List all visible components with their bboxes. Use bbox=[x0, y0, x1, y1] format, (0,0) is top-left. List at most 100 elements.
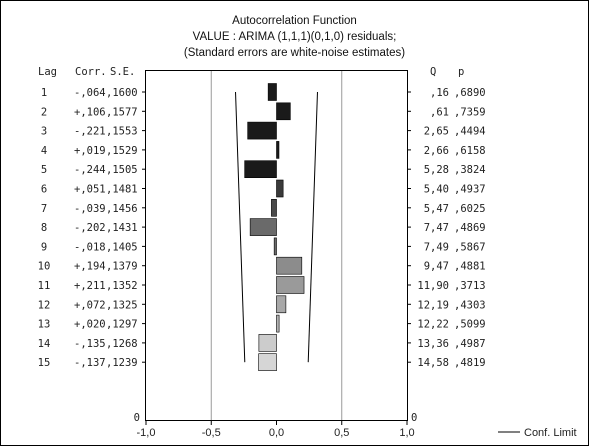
corr-label: -,137 bbox=[74, 357, 106, 369]
corr-label: +,106 bbox=[74, 106, 106, 118]
corr-column-header: Corr. bbox=[75, 66, 107, 78]
gridlines bbox=[210, 71, 343, 421]
p-label: ,4987 bbox=[454, 338, 486, 350]
se-column-header: S.E. bbox=[110, 66, 135, 78]
lag-label: 7 bbox=[41, 203, 47, 215]
lag-column-header: Lag bbox=[38, 66, 57, 78]
q-label: 13,36 bbox=[417, 338, 449, 350]
acf-bar-lag-6 bbox=[276, 179, 284, 198]
se-label: ,1529 bbox=[106, 145, 138, 157]
p-label: ,4494 bbox=[454, 126, 486, 138]
acf-bar-lag-15 bbox=[258, 353, 277, 372]
zero-row-left-label: 0 bbox=[134, 412, 140, 424]
acf-bar-lag-2 bbox=[276, 102, 291, 121]
x-tick-label: 1,0 bbox=[399, 427, 414, 439]
conf-limit-upper bbox=[307, 91, 318, 363]
se-label: ,1297 bbox=[106, 319, 138, 331]
se-label: ,1600 bbox=[106, 87, 138, 99]
q-label: 2,65 bbox=[424, 126, 449, 138]
lag-label: 12 bbox=[38, 299, 51, 311]
lag-label: 10 bbox=[38, 261, 51, 273]
p-label: ,4819 bbox=[454, 357, 486, 369]
acf-bar-lag-14 bbox=[258, 334, 277, 352]
lag-label: 13 bbox=[38, 319, 51, 331]
q-label: 14,58 bbox=[417, 357, 449, 369]
acf-bar-lag-13 bbox=[276, 314, 280, 333]
acf-bars bbox=[244, 83, 305, 372]
q-label: 12,22 bbox=[417, 319, 449, 331]
acf-bar-lag-3 bbox=[247, 121, 277, 140]
conf-limit-lower bbox=[235, 91, 246, 363]
p-label: ,4869 bbox=[454, 222, 486, 234]
p-label: ,4937 bbox=[454, 184, 486, 196]
se-label: ,1431 bbox=[106, 222, 138, 234]
q-column-header: Q bbox=[430, 66, 436, 78]
x-tick-label: 0,5 bbox=[334, 427, 349, 439]
p-label: ,7359 bbox=[454, 106, 486, 118]
corr-label: -,202 bbox=[74, 222, 106, 234]
lag-label: 5 bbox=[41, 164, 47, 176]
p-label: ,3824 bbox=[454, 164, 486, 176]
corr-label: -,221 bbox=[74, 126, 106, 138]
x-tick-label: 0,0 bbox=[269, 427, 284, 439]
corr-label: -,244 bbox=[74, 164, 106, 176]
p-label: ,4881 bbox=[454, 261, 486, 273]
q-label: ,61 bbox=[430, 106, 449, 118]
acf-bar-lag-12 bbox=[276, 295, 287, 314]
q-label: 7,49 bbox=[424, 241, 449, 253]
acf-bar-lag-11 bbox=[276, 276, 305, 294]
p-label: ,6158 bbox=[454, 145, 486, 157]
se-label: ,1577 bbox=[106, 106, 138, 118]
p-label: ,5099 bbox=[454, 319, 486, 331]
lag-label: 14 bbox=[38, 338, 51, 350]
corr-label: +,194 bbox=[74, 261, 106, 273]
se-label: ,1239 bbox=[106, 357, 138, 369]
lag-label: 4 bbox=[41, 145, 47, 157]
se-label: ,1456 bbox=[106, 203, 138, 215]
se-label: ,1553 bbox=[106, 126, 138, 138]
q-label: 5,40 bbox=[424, 184, 449, 196]
lag-label: 6 bbox=[41, 184, 47, 196]
p-label: ,4303 bbox=[454, 299, 486, 311]
se-label: ,1379 bbox=[106, 261, 138, 273]
acf-bar-lag-5 bbox=[244, 160, 277, 178]
corr-label: -,018 bbox=[74, 241, 106, 253]
lag-label: 11 bbox=[38, 280, 51, 292]
p-label: ,6890 bbox=[454, 87, 486, 99]
corr-label: +,020 bbox=[74, 319, 106, 331]
p-label: ,5867 bbox=[454, 241, 486, 253]
se-label: ,1352 bbox=[106, 280, 138, 292]
q-label: 2,66 bbox=[424, 145, 449, 157]
lag-label: 8 bbox=[41, 222, 47, 234]
corr-label: +,051 bbox=[74, 184, 106, 196]
lag-label: 2 bbox=[41, 106, 47, 118]
corr-label: -,135 bbox=[74, 338, 106, 350]
q-label: 9,47 bbox=[424, 261, 449, 273]
q-label: 11,90 bbox=[417, 280, 449, 292]
p-label: ,3713 bbox=[454, 280, 486, 292]
q-label: 5,28 bbox=[424, 164, 449, 176]
se-label: ,1481 bbox=[106, 184, 138, 196]
acf-bar-lag-7 bbox=[271, 199, 277, 217]
lag-label: 1 bbox=[41, 87, 47, 99]
x-tick-label: -1,0 bbox=[137, 427, 156, 439]
corr-label: +,019 bbox=[74, 145, 106, 157]
x-tick-label: -0,5 bbox=[202, 427, 221, 439]
acf-bar-lag-4 bbox=[276, 141, 280, 159]
row-labels: 1 -,064,1600 ,16 ,6890 2 +,106,1577 ,61 ,7359 3 -… bbox=[38, 87, 486, 369]
legend-label: Conf. Limit bbox=[524, 427, 577, 439]
acf-bar-lag-9 bbox=[273, 237, 277, 256]
p-column-header: p bbox=[458, 66, 464, 78]
chart-title-line-3: (Standard errors are white-noise estimat… bbox=[184, 47, 405, 59]
acf-bar-lag-10 bbox=[276, 256, 303, 275]
q-label: 5,47 bbox=[424, 203, 449, 215]
se-label: ,1405 bbox=[106, 241, 138, 253]
corr-label: +,072 bbox=[74, 299, 106, 311]
lag-label: 9 bbox=[41, 241, 47, 253]
corr-label: -,039 bbox=[74, 203, 106, 215]
q-label: 12,19 bbox=[417, 299, 449, 311]
q-label: 7,47 bbox=[424, 222, 449, 234]
corr-label: +,211 bbox=[74, 280, 106, 292]
